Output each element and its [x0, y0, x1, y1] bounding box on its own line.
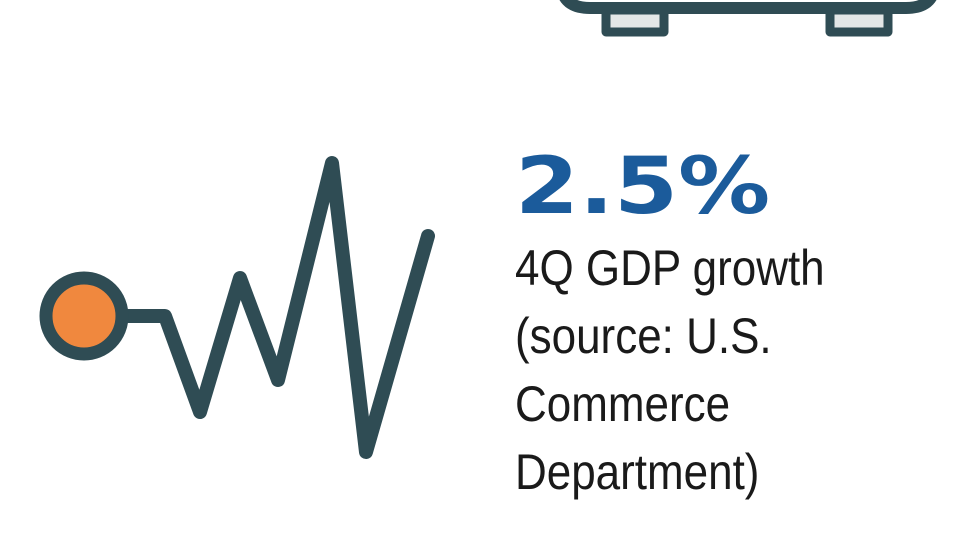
description-line: (source: U.S.	[515, 307, 772, 363]
stat-value: 2.5%	[515, 142, 770, 233]
description-line: Department)	[515, 443, 759, 499]
description-line: 4Q GDP growth	[515, 239, 825, 295]
description-line: Commerce	[515, 375, 730, 431]
zigzag-line	[115, 156, 435, 459]
tray-icon	[559, 0, 937, 37]
start-dot	[39, 271, 129, 361]
growth-line-icon	[39, 156, 435, 459]
stat-description: 4Q GDP growth (source: U.S. Commerce Depart…	[515, 239, 825, 499]
